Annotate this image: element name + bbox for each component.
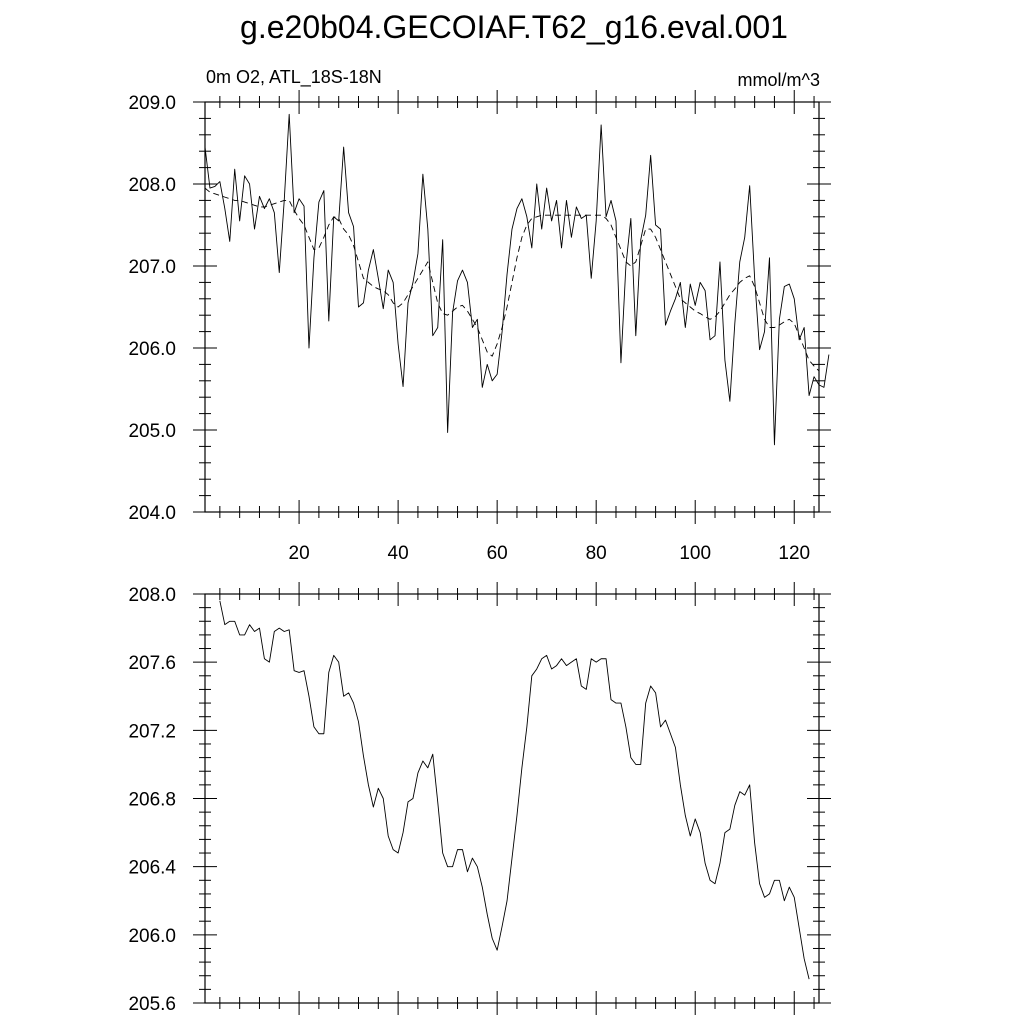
plot-frame — [204, 101, 820, 513]
subtitle-left: 0m O2, ATL_18S-18N — [206, 67, 382, 88]
y-tick-label: 207.6 — [128, 653, 176, 674]
y-tick-label: 206.8 — [128, 790, 176, 811]
x-tick-label: 80 — [586, 543, 607, 564]
y-tick-label: 205.6 — [128, 994, 176, 1015]
y-tick-label: 205.0 — [128, 421, 176, 442]
y-tick-label: 208.0 — [128, 175, 176, 196]
chart-title: g.e20b04.GECOIAF.T62_g16.eval.001 — [240, 9, 788, 45]
x-tick-label: 20 — [289, 543, 310, 564]
top-series-dashed-line — [204, 187, 820, 372]
x-tick-label: 100 — [679, 543, 711, 564]
y-tick-label: 206.4 — [128, 858, 176, 879]
y-tick-label: 207.0 — [128, 257, 176, 278]
subtitle-right: mmol/m^3 — [738, 70, 820, 90]
y-tick-label: 209.0 — [128, 93, 176, 114]
bottom-series-solid-line — [219, 600, 810, 980]
x-tick-label: 120 — [778, 543, 810, 564]
y-tick-label: 206.0 — [128, 339, 176, 360]
y-tick-label: 206.0 — [128, 926, 176, 947]
bottom-panel: 205.6 206.0 206.4 206.8 207.2 207.6 208.0 — [128, 582, 831, 1015]
y-tick-label: 208.0 — [128, 585, 176, 606]
y-tick-label: 204.0 — [128, 503, 176, 524]
top-panel: 204.0 205.0 206.0 207.0 208.0 209.0 20 40 60 80 10… — [128, 90, 831, 564]
x-tick-label: 60 — [487, 543, 508, 564]
top-series-solid-line — [204, 113, 830, 446]
plot-frame — [204, 593, 820, 1004]
x-tick-label: 40 — [388, 543, 409, 564]
y-tick-label: 207.2 — [128, 721, 176, 742]
